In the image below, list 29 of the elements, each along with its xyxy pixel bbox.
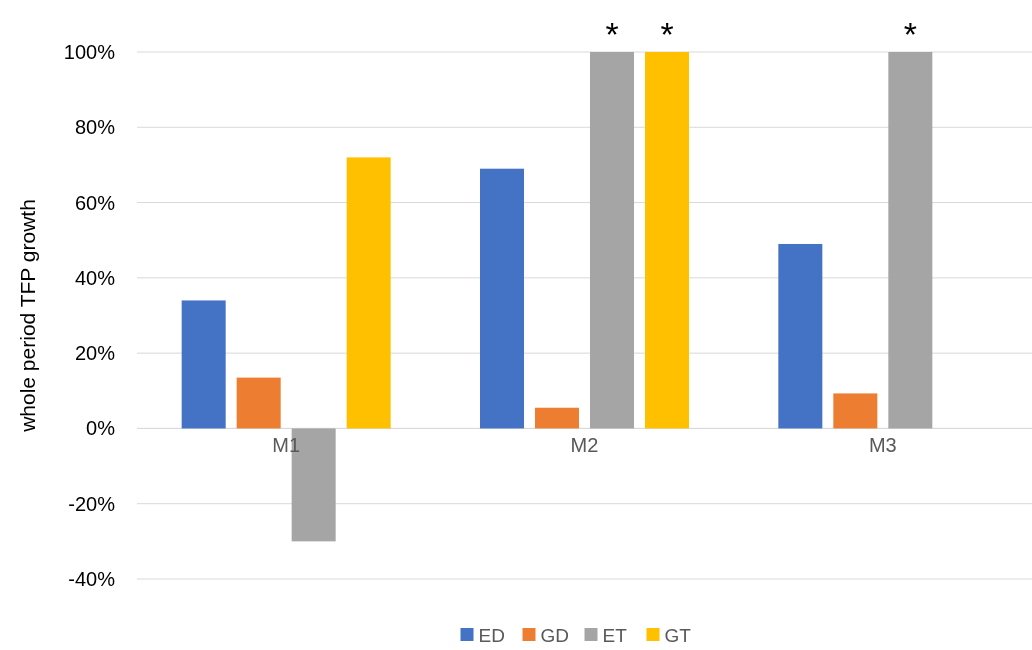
annotation: * <box>903 15 917 53</box>
x-tick-label: M2 <box>570 434 599 457</box>
legend-label: ET <box>602 624 628 646</box>
legend-label: GD <box>540 624 569 646</box>
annotation: * <box>605 15 619 53</box>
y-tick-label: 60% <box>74 191 116 214</box>
y-axis-title: whole period TFP growth <box>16 199 39 433</box>
bar <box>181 300 226 429</box>
bar <box>236 377 281 429</box>
bar <box>590 52 634 429</box>
y-tick-label: 20% <box>74 342 116 365</box>
x-tick-label: M3 <box>868 434 897 457</box>
legend-label: GT <box>664 624 692 646</box>
y-tick-label: 80% <box>74 116 116 139</box>
y-tick-label: -20% <box>68 492 116 515</box>
y-tick-label: 0% <box>86 417 116 440</box>
x-tick-label: M1 <box>272 434 301 457</box>
y-tick-label: 40% <box>74 266 116 289</box>
legend-label: ED <box>478 624 505 646</box>
bar <box>645 52 689 429</box>
bar <box>480 168 524 429</box>
bar <box>535 407 579 429</box>
y-tick-label: -40% <box>68 568 116 590</box>
bar <box>778 243 823 429</box>
bar <box>833 393 878 429</box>
bar <box>346 157 391 429</box>
annotation: * <box>660 15 674 53</box>
y-tick-label: 100% <box>63 41 116 63</box>
bar <box>888 52 933 429</box>
